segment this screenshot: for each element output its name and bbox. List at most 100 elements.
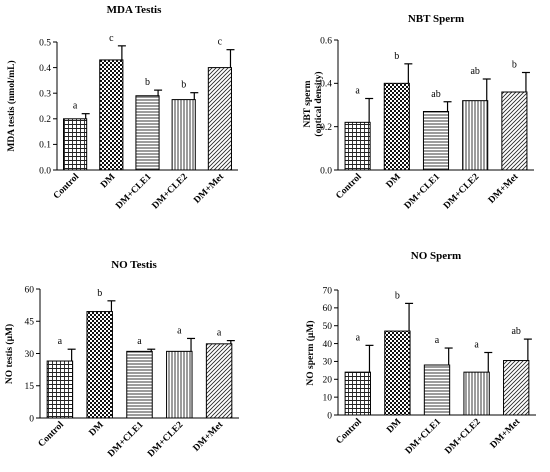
y-tick-label: 50 — [323, 322, 333, 332]
x-tick-label: DM+CLE1 — [114, 172, 153, 211]
chart-title: NO Sperm — [411, 250, 461, 262]
x-tick-label: DM — [88, 420, 106, 438]
y-tick-label: 0.2 — [320, 123, 332, 133]
y-tick-label: 0.1 — [39, 141, 51, 151]
y-tick-label: 0.4 — [39, 64, 51, 74]
bar — [171, 99, 196, 171]
x-tick-label: DM+Met — [192, 419, 226, 453]
bar — [422, 111, 450, 171]
significance-label: a — [58, 336, 63, 347]
y-tick-label: 15 — [25, 382, 35, 392]
significance-label: ab — [431, 89, 440, 100]
significance-label: a — [217, 328, 222, 339]
y-tick-label: 0.0 — [39, 166, 51, 176]
x-tick-label: Control — [334, 172, 364, 202]
y-axis-label-line: NO testis (µM) — [4, 324, 15, 384]
significance-label: b — [394, 51, 399, 62]
x-tick-label: DM — [99, 172, 117, 190]
significance-label: a — [73, 101, 78, 112]
y-tick-label: 0.3 — [39, 90, 51, 100]
x-tick-label: DM+Met — [192, 171, 226, 205]
chart-no-testis: NO Testis 0 15 30 45 60 NO testis (µM) a Contro… — [4, 259, 239, 459]
significance-label: c — [109, 33, 114, 44]
chart-no-sperm: NO Sperm 0 10 20 30 40 50 60 70 NO sperm (µM) a Co… — [305, 250, 536, 456]
chart-title: NO Testis — [111, 259, 157, 271]
bar — [99, 59, 124, 171]
bar — [462, 100, 489, 171]
chart-mda-testis: MDA Testis 0.0 0.1 0.2 0.3 0.4 0.5 MDA testis … — [6, 4, 238, 211]
significance-label: b — [512, 60, 517, 71]
bar — [86, 311, 113, 419]
x-tick-label: DM+CLE1 — [403, 172, 442, 211]
x-tick-label: DM+CLE2 — [442, 172, 481, 211]
bar — [501, 91, 528, 171]
significance-label: b — [97, 288, 102, 299]
x-tick-label: DM+CLE2 — [151, 172, 190, 211]
bar — [383, 82, 410, 171]
x-tick-label: Control — [52, 172, 82, 202]
x-tick-label: DM+CLE1 — [106, 420, 145, 459]
significance-label: a — [137, 336, 142, 347]
bar — [205, 343, 233, 419]
y-axis-label-line: (optical density) — [313, 71, 324, 136]
x-tick-label: DM+CLE2 — [443, 417, 482, 456]
y-tick-label: 40 — [323, 340, 333, 350]
y-tick-label: 10 — [323, 393, 333, 403]
significance-label: a — [356, 332, 361, 343]
chart-title: MDA Testis — [107, 4, 162, 16]
y-tick-label: 0.6 — [320, 36, 332, 46]
y-tick-label: 60 — [25, 285, 35, 295]
bar — [135, 95, 160, 171]
y-axis-label: MDA testis (nmol/mL) — [6, 60, 17, 151]
bar — [46, 360, 74, 419]
chart-nbt-sperm: NBT Sperm 0.0 0.2 0.4 0.6 NBT sperm(optical … — [303, 13, 534, 211]
x-tick-label: DM — [385, 172, 403, 190]
y-axis-label: NBT sperm(optical density) — [303, 71, 324, 136]
chart-title: NBT Sperm — [408, 13, 464, 25]
bar — [384, 330, 411, 416]
y-axis-label-line: NBT sperm — [303, 80, 313, 127]
y-tick-label: 0 — [29, 414, 34, 424]
bar — [166, 350, 193, 419]
bar — [207, 67, 232, 171]
y-tick-label: 20 — [323, 376, 333, 386]
bar — [126, 350, 153, 419]
x-tick-label: DM+CLE1 — [404, 417, 443, 456]
y-tick-label: 0.2 — [39, 115, 51, 125]
x-tick-label: DM+CLE2 — [146, 420, 185, 459]
bar — [463, 371, 490, 416]
y-tick-label: 60 — [323, 304, 333, 314]
bar — [423, 364, 451, 416]
y-axis-label: NO sperm (µM) — [305, 320, 316, 385]
significance-label: a — [355, 86, 360, 97]
y-tick-label: 70 — [323, 286, 333, 296]
y-tick-label: 0.0 — [320, 166, 332, 176]
x-tick-label: DM+Met — [489, 416, 523, 450]
x-tick-label: Control — [335, 417, 365, 447]
bar — [344, 371, 371, 416]
significance-label: b — [145, 77, 150, 88]
y-tick-label: 0.4 — [320, 80, 332, 90]
significance-label: a — [474, 340, 479, 351]
y-tick-label: 45 — [25, 318, 35, 328]
y-axis-label-line: MDA testis (nmol/mL) — [6, 60, 17, 151]
y-tick-label: 0 — [327, 411, 332, 421]
significance-label: b — [395, 290, 400, 301]
bar — [503, 360, 530, 416]
y-tick-label: 30 — [25, 350, 35, 360]
x-tick-label: DM — [385, 417, 403, 435]
significance-label: c — [218, 37, 223, 48]
x-tick-label: DM+Met — [487, 171, 521, 205]
significance-label: a — [435, 335, 440, 346]
bar — [63, 118, 88, 171]
y-tick-label: 0.5 — [39, 38, 51, 48]
y-axis-label-line: NO sperm (µM) — [305, 320, 316, 385]
y-axis-label: NO testis (µM) — [4, 324, 15, 384]
significance-label: ab — [511, 326, 520, 337]
significance-label: a — [177, 325, 182, 336]
significance-label: ab — [470, 66, 479, 77]
bar — [344, 121, 371, 171]
significance-label: b — [181, 80, 186, 91]
y-tick-label: 30 — [323, 358, 333, 368]
